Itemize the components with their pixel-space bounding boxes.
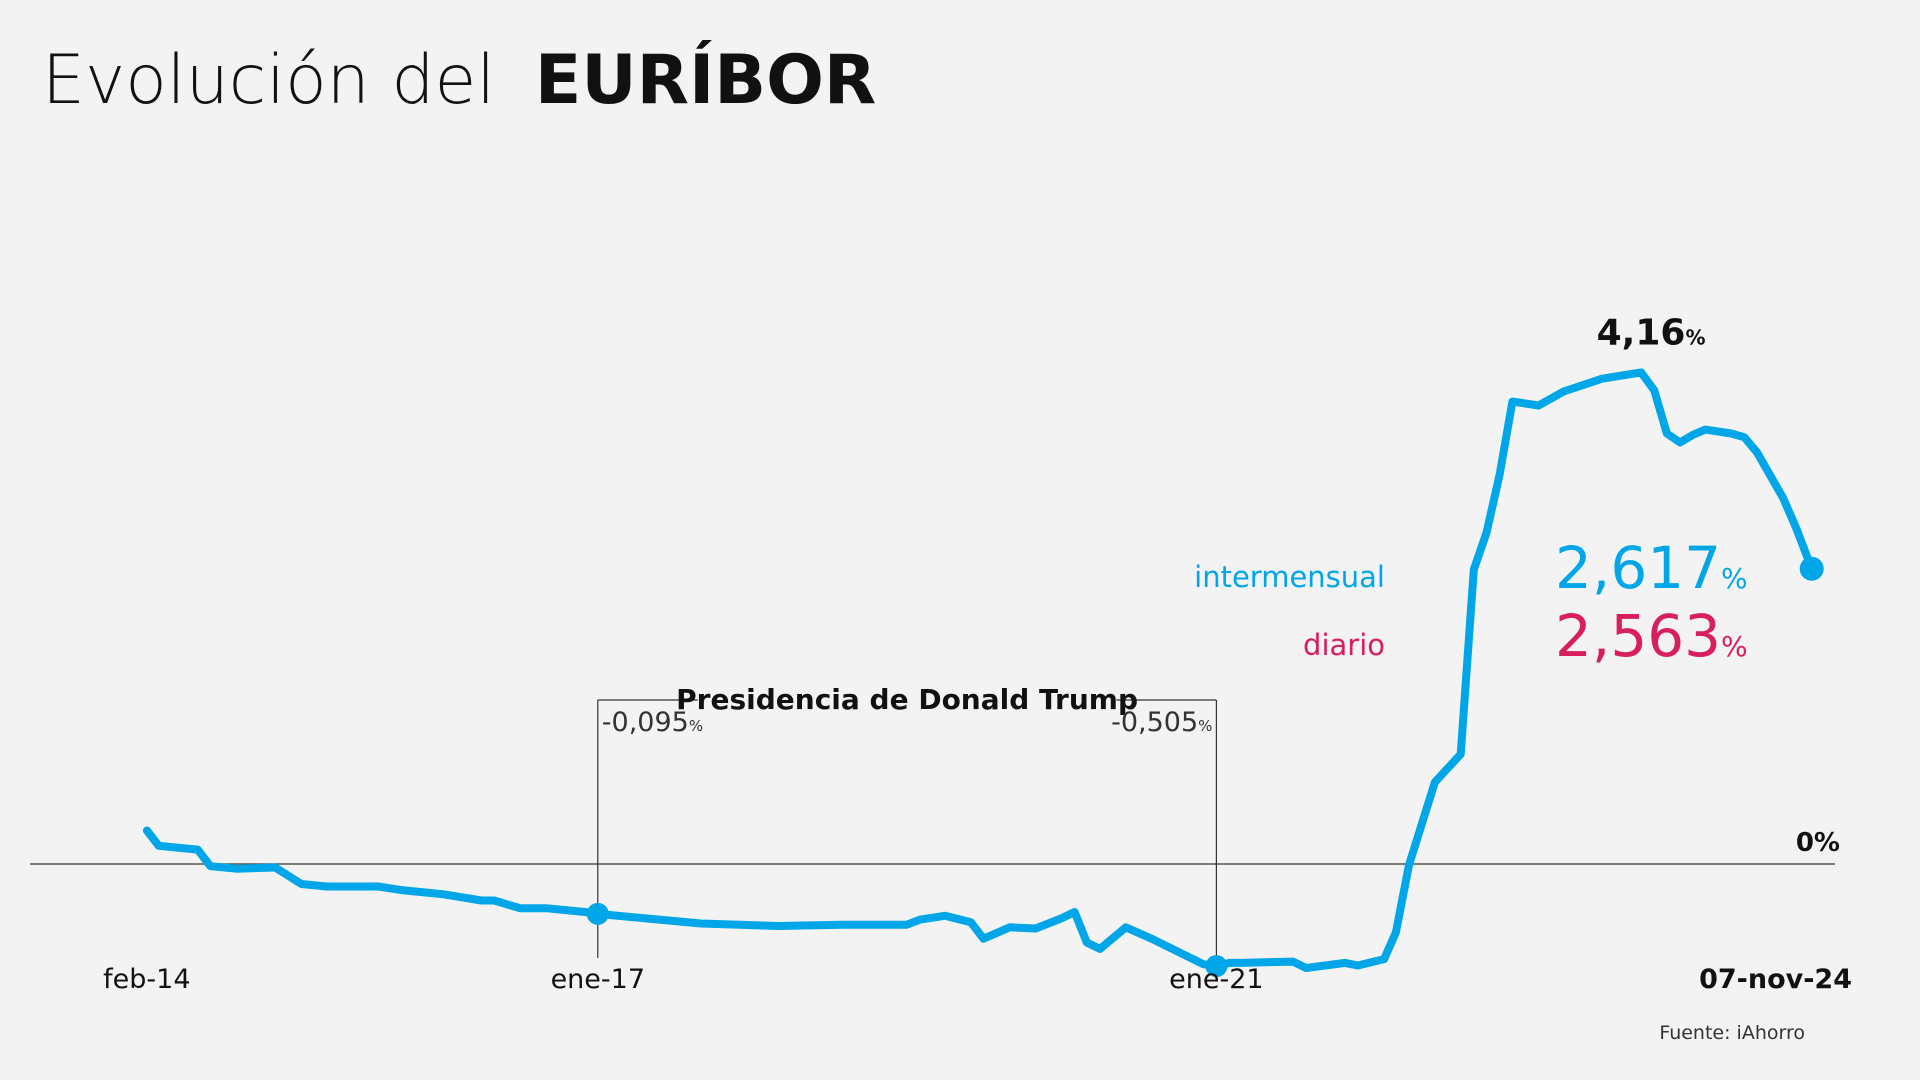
zero-label: 0%	[1796, 828, 1840, 858]
x-tick-label: ene-21	[1169, 964, 1263, 995]
annotation-label: Presidencia de Donald Trump	[676, 683, 1138, 716]
annotation-end-unit: %	[1198, 717, 1212, 735]
diario-unit: %	[1721, 630, 1748, 663]
peak-value: 4,16	[1597, 312, 1686, 353]
chart-title: Evolución del EURÍBOR	[42, 40, 876, 120]
annotation-start-value: -0,095%	[602, 707, 703, 738]
x-axis-ticks: feb-14 ene-17 ene-21 07-nov-24	[103, 964, 1852, 995]
annotation-start-marker	[586, 902, 609, 925]
source-note: Fuente: iAhorro	[1659, 1022, 1805, 1044]
intermensual-current-value: 2,617%	[1555, 534, 1748, 602]
peak-unit: %	[1685, 325, 1705, 349]
annotation-start-number: -0,095	[602, 707, 689, 738]
intermensual-unit: %	[1721, 562, 1748, 595]
latest-value-marker	[1799, 556, 1824, 581]
annotation-end-value: -0,505%	[1111, 707, 1212, 738]
series-points	[146, 372, 1812, 969]
annotation-start-unit: %	[689, 717, 703, 735]
diario-number: 2,563	[1555, 602, 1721, 670]
peak-label: 4,16%	[1597, 312, 1706, 353]
annotation-end-marker	[1205, 955, 1228, 978]
diario-current-value: 2,563%	[1555, 602, 1748, 670]
x-tick-label: feb-14	[103, 964, 190, 995]
intermensual-series-line	[142, 368, 1816, 972]
trump-presidency-annotation: Presidencia de Donald Trump -0,095% -0,5…	[597, 683, 1217, 958]
highlight-markers	[586, 556, 1824, 978]
x-tick-label: ene-17	[551, 964, 645, 995]
x-tick-label: 07-nov-24	[1699, 964, 1852, 995]
diario-label: diario	[1303, 628, 1385, 662]
title-prefix: Evolución del	[42, 41, 495, 120]
title-bold: EURÍBOR	[535, 40, 876, 120]
intermensual-label: intermensual	[1194, 560, 1385, 594]
intermensual-number: 2,617	[1555, 534, 1721, 602]
annotation-end-number: -0,505	[1111, 707, 1198, 738]
